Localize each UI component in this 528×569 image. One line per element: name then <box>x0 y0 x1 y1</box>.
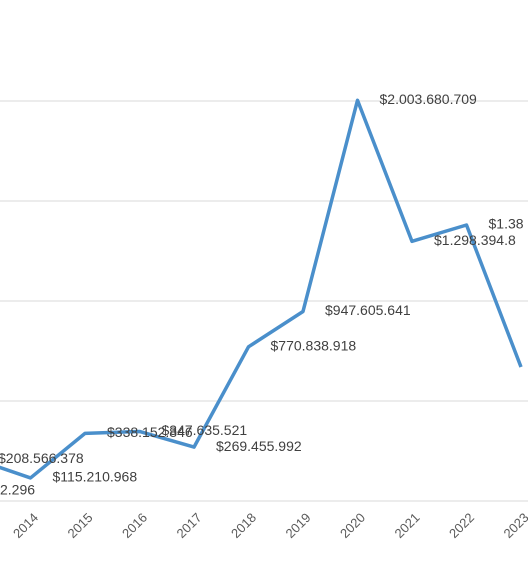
x-tick-label: 2023 <box>500 510 528 541</box>
data-label: $338.152.846 <box>107 424 193 440</box>
data-label: $947.605.641 <box>325 302 411 318</box>
x-tick-label: 2020 <box>337 510 368 541</box>
data-label: $2.003.680.709 <box>380 91 478 107</box>
data-label: $115.210.968 <box>53 469 138 485</box>
x-tick-label: 2015 <box>64 510 95 541</box>
data-label: $770.838.918 <box>271 338 357 354</box>
x-tick-label: 2018 <box>228 510 259 541</box>
annotation: 2.296 <box>0 482 35 498</box>
data-label: $269.455.992 <box>216 438 302 454</box>
data-line <box>0 98 523 480</box>
data-label: $1.298.394.8 <box>434 232 516 248</box>
x-tick-label: 2014 <box>10 510 41 541</box>
x-tick-label: 2021 <box>391 510 422 541</box>
x-tick-label: 2017 <box>173 510 204 541</box>
data-label: $347.635.521 <box>162 422 248 438</box>
data-label: $1.38 <box>489 216 524 232</box>
x-tick-label: 2019 <box>282 510 313 541</box>
x-tick-label: 2022 <box>446 510 477 541</box>
x-tick-label: 2016 <box>119 510 150 541</box>
data-label: $208.566.378 <box>0 450 84 466</box>
